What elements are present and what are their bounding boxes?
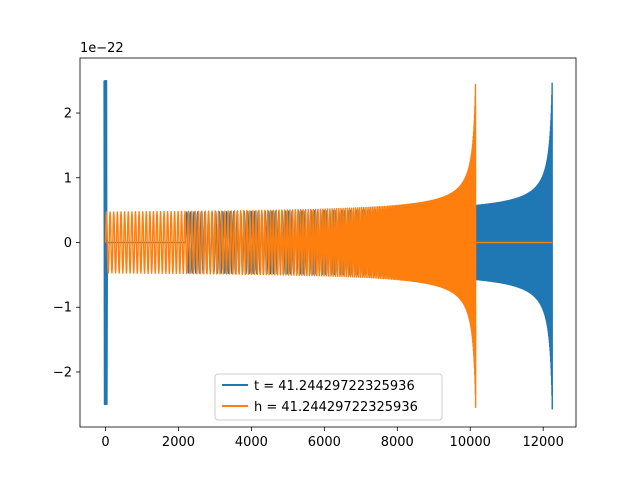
x-tick-label: 10000 [450,435,491,450]
legend-label-t: t = 41.24429722325936 [254,379,415,394]
y-tick-label: 0 [64,236,72,251]
y-offset-text: 1e−22 [80,41,124,56]
x-tick-label: 2000 [162,435,195,450]
series-line-1 [104,83,553,409]
legend: t = 41.24429722325936 h = 41.24429722325… [214,373,443,421]
x-tick-label: 4000 [235,435,268,450]
x-tick-label: 8000 [381,435,414,450]
x-axis: 0 2000 4000 6000 8000 10000 12000 [101,427,564,450]
y-axis: −2 −1 0 1 2 [53,107,80,380]
y-tick-label: −2 [53,365,72,380]
y-tick-label: 1 [64,171,72,186]
x-tick-label: 12000 [522,435,563,450]
x-tick-label: 6000 [308,435,341,450]
y-tick-label: −1 [53,301,72,316]
y-tick-label: 2 [64,107,72,122]
legend-label-h: h = 41.24429722325936 [254,400,418,415]
x-tick-label: 0 [101,435,109,450]
legend-box [214,373,443,421]
series-layer [103,79,553,410]
